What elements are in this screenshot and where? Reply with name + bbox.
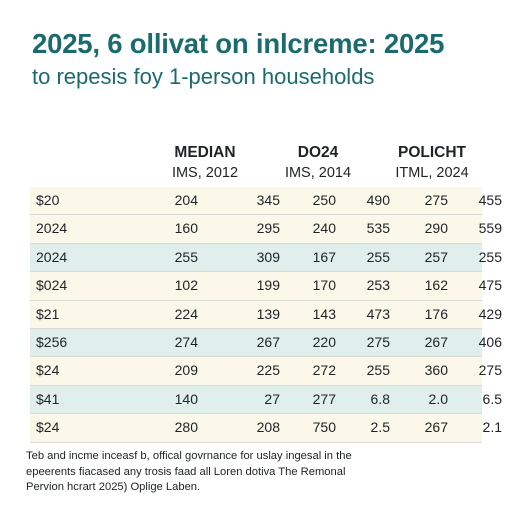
row-label: $024 bbox=[36, 277, 68, 294]
column-group-heading: MEDIAN bbox=[174, 144, 236, 161]
table-row: $41 140 27 277 6.8 2.0 6.5 bbox=[30, 385, 502, 415]
table-cell: 295 bbox=[256, 220, 280, 237]
table-cell: 455 bbox=[478, 192, 502, 208]
table-cell: 267 bbox=[256, 333, 280, 350]
table-row: $24 280 208 750 2.5 267 2.1 bbox=[30, 414, 502, 443]
table-cell: 140 bbox=[174, 390, 198, 407]
table-cell: 209 bbox=[174, 362, 198, 379]
table-cell: 2.1 bbox=[482, 419, 502, 436]
table-row: 2024 255 309 167 255 257 255 bbox=[30, 243, 502, 273]
table-row: $24 209 225 272 255 360 275 bbox=[30, 357, 502, 386]
row-label: $24 bbox=[36, 419, 60, 436]
column-group-median: MEDIAN IMS, 2012 bbox=[150, 143, 260, 183]
table-cell: 275 bbox=[366, 333, 390, 350]
data-table: $20 204 345 250 490 275 455 2024 160 295 240 535 290… bbox=[30, 187, 502, 443]
table-cell: 257 bbox=[424, 248, 448, 265]
table-row: 2024 160 295 240 535 290 559 bbox=[30, 215, 502, 244]
table-cell: 102 bbox=[174, 277, 198, 294]
chart-subtitle: to repesis foy 1-person households bbox=[32, 64, 375, 89]
column-group-subheading: IMS, 2012 bbox=[171, 165, 239, 181]
table-cell: 225 bbox=[256, 362, 280, 379]
row-label: $20 bbox=[36, 192, 60, 208]
table-cell: 253 bbox=[366, 277, 390, 294]
table-cell: 224 bbox=[174, 305, 198, 322]
table-cell: 559 bbox=[478, 220, 502, 237]
column-group-do24: DO24 IMS, 2014 bbox=[268, 143, 368, 183]
footnote-line: epeerents fiacased any trosis faad all L… bbox=[26, 465, 346, 478]
table-cell: 139 bbox=[256, 305, 280, 322]
table-cell: 267 bbox=[424, 333, 448, 350]
column-group-heading: DO24 bbox=[297, 144, 339, 161]
table-row: $024 102 199 170 253 162 475 bbox=[30, 272, 502, 301]
table-cell: 208 bbox=[256, 419, 280, 436]
row-label: $256 bbox=[36, 333, 68, 350]
column-group-subheading: IMS, 2014 bbox=[284, 165, 352, 181]
table-cell: 360 bbox=[424, 362, 448, 379]
row-label: $21 bbox=[36, 305, 60, 322]
table-cell: 6.8 bbox=[370, 390, 390, 407]
table-cell: 255 bbox=[366, 362, 390, 379]
table-cell: 2.5 bbox=[370, 419, 390, 436]
column-group-heading: POLICHT bbox=[397, 144, 467, 161]
table-cell: 267 bbox=[424, 419, 448, 436]
table-cell: 27 bbox=[264, 390, 280, 407]
row-label: 2024 bbox=[36, 220, 68, 237]
table-row: $21 224 139 143 473 176 429 bbox=[30, 300, 502, 329]
table-row: $256 274 267 220 275 267 406 bbox=[30, 328, 502, 358]
table-cell: 162 bbox=[424, 277, 448, 294]
table-cell: 473 bbox=[366, 305, 390, 322]
table-cell: 272 bbox=[312, 362, 336, 379]
table-cell: 170 bbox=[312, 277, 336, 294]
table-cell: 277 bbox=[312, 390, 336, 407]
table-cell: 275 bbox=[424, 192, 448, 208]
table-cell: 274 bbox=[174, 333, 198, 350]
table-cell: 490 bbox=[366, 192, 390, 208]
table-cell: 2.0 bbox=[428, 390, 448, 407]
table-cell: 255 bbox=[174, 248, 198, 265]
chart-title: 2025, 6 ollivat on inlcreme: 2025 bbox=[32, 28, 445, 59]
column-group-policht: POLICHT ITML, 2024 bbox=[382, 143, 482, 183]
table-row: $20 204 345 250 490 275 455 bbox=[30, 187, 502, 216]
table-cell: 250 bbox=[312, 192, 336, 208]
table-cell: 143 bbox=[312, 305, 336, 322]
table-cell: 255 bbox=[366, 248, 390, 265]
column-group-subheading: ITML, 2024 bbox=[395, 165, 469, 181]
table-cell: 220 bbox=[312, 333, 336, 350]
table-cell: 160 bbox=[174, 220, 198, 237]
table-cell: 345 bbox=[256, 192, 280, 208]
table-cell: 176 bbox=[424, 305, 448, 322]
table-cell: 199 bbox=[256, 277, 280, 294]
table-cell: 204 bbox=[174, 192, 198, 208]
row-label: $41 bbox=[36, 390, 60, 407]
table-cell: 240 bbox=[312, 220, 336, 237]
table-cell: 406 bbox=[478, 333, 502, 350]
footnote-line: Pervion hcrart 2025) Oplige Laben. bbox=[26, 481, 201, 493]
table-cell: 535 bbox=[366, 220, 390, 237]
table-cell: 750 bbox=[312, 419, 336, 436]
footnote: Teb and incme inceasf b, offical govrnan… bbox=[26, 449, 496, 496]
table-cell: 255 bbox=[478, 248, 502, 265]
table-cell: 309 bbox=[256, 248, 280, 265]
row-label: $24 bbox=[36, 362, 60, 379]
table-cell: 475 bbox=[478, 277, 502, 294]
table-cell: 280 bbox=[174, 419, 198, 436]
table-cell: 275 bbox=[478, 362, 502, 379]
footnote-line: Teb and incme inceasf b, offical govrnan… bbox=[26, 450, 352, 462]
table-cell: 6.5 bbox=[482, 390, 502, 407]
row-label: 2024 bbox=[36, 248, 68, 265]
table-cell: 167 bbox=[312, 248, 336, 265]
table-cell: 290 bbox=[424, 220, 448, 237]
table-cell: 429 bbox=[478, 305, 502, 322]
